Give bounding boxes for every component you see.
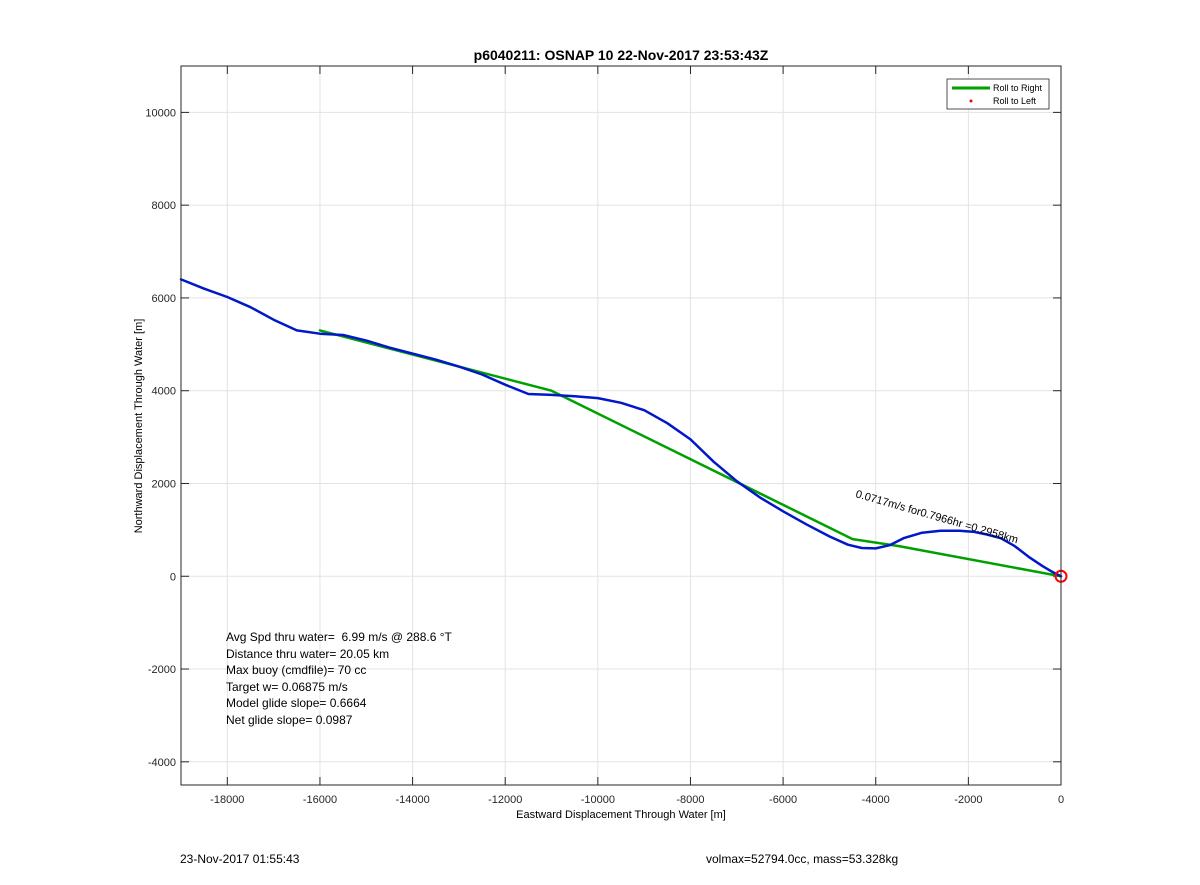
y-tick-label: 0 <box>170 571 176 583</box>
x-tick-label: -16000 <box>303 794 337 806</box>
x-tick-label: -2000 <box>954 794 982 806</box>
stat-avg-speed: Avg Spd thru water= 6.99 m/s @ 288.6 °T <box>226 630 453 644</box>
x-tick-label: -12000 <box>488 794 522 806</box>
blue-track-line <box>179 278 1063 578</box>
stats-block: Avg Spd thru water= 6.99 m/s @ 288.6 °T … <box>226 630 453 727</box>
x-tick-label: -14000 <box>395 794 429 806</box>
x-tick-label: -18000 <box>210 794 244 806</box>
footer-timestamp: 23-Nov-2017 01:55:43 <box>180 852 300 866</box>
footer-vol-mass: volmax=52794.0cc, mass=53.328kg <box>706 852 899 866</box>
x-tick-label: -10000 <box>581 794 615 806</box>
chart-title: p6040211: OSNAP 10 22-Nov-2017 23:53:43Z <box>474 47 769 63</box>
y-tick-label: -2000 <box>148 664 176 676</box>
tick-labels: -18000 -16000 -14000 -12000 -10000 -8000 -6000… <box>145 107 1064 806</box>
stat-max-buoy: Max buoy (cmdfile)= 70 cc <box>226 663 366 677</box>
legend-label-roll-right: Roll to Right <box>993 83 1043 93</box>
stat-distance: Distance thru water= 20.05 km <box>226 647 389 661</box>
x-axis-label: Eastward Displacement Through Water [m] <box>516 809 726 821</box>
stat-net-glide: Net glide slope= 0.0987 <box>226 713 353 727</box>
stat-model-glide: Model glide slope= 0.6664 <box>226 696 367 710</box>
stat-target-w: Target w= 0.06875 m/s <box>226 680 348 694</box>
x-tick-label: -6000 <box>769 794 797 806</box>
y-axis-label: Northward Displacement Through Water [m] <box>133 319 145 534</box>
y-tick-label: 8000 <box>152 200 176 212</box>
x-tick-label: -8000 <box>676 794 704 806</box>
legend-label-roll-left: Roll to Left <box>993 96 1037 106</box>
y-tick-label: 4000 <box>152 386 176 398</box>
y-tick-label: -4000 <box>148 757 176 769</box>
legend-swatch-roll-left <box>969 99 973 103</box>
y-tick-label: 10000 <box>145 107 176 119</box>
x-tick-label: 0 <box>1058 794 1064 806</box>
x-tick-label: -4000 <box>862 794 890 806</box>
legend-box <box>946 78 1050 110</box>
legend: Roll to Right Roll to Left <box>946 78 1050 110</box>
y-tick-label: 6000 <box>152 293 176 305</box>
y-tick-label: 2000 <box>152 478 176 490</box>
plot-frame <box>180 65 1062 786</box>
